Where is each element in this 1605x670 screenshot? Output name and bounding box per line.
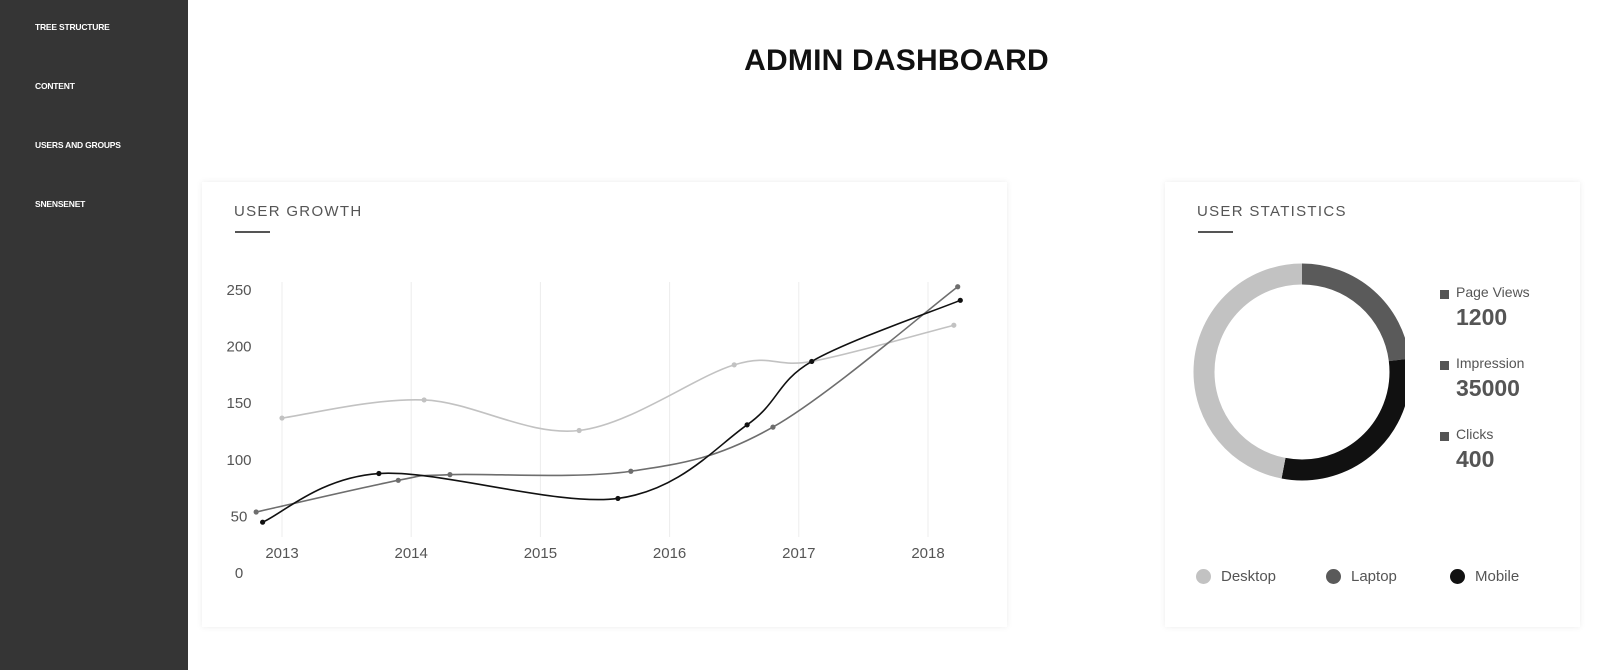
stat-label-clicks: Clicks <box>1456 426 1494 442</box>
user-statistics-card: USER STATISTICS Page Views 1200 Impressi… <box>1165 182 1580 627</box>
y-tick-label: 200 <box>226 339 251 356</box>
stat-label-impression: Impression <box>1456 355 1525 371</box>
series-line-1 <box>281 324 955 432</box>
x-tick-label: 2017 <box>782 545 815 562</box>
stat-value-clicks: 400 <box>1456 446 1495 472</box>
stat-value-page-views: 1200 <box>1456 304 1508 330</box>
series-point <box>615 495 621 502</box>
user-growth-title: USER GROWTH <box>234 203 363 220</box>
user-growth-card: USER GROWTH 2013 2014 2015 2016 2017 2018 0 50 1… <box>202 182 1007 627</box>
legend-laptop-label: Laptop <box>1351 568 1397 585</box>
series-point <box>731 362 737 368</box>
series-point <box>260 519 266 525</box>
x-tick-label: 2016 <box>653 545 686 562</box>
x-tick-label: 2018 <box>911 545 944 562</box>
sidebar-item-snensenet[interactable]: SNENSENET <box>35 199 86 209</box>
x-tick-label: 2013 <box>265 545 298 562</box>
y-tick-label: 250 <box>226 282 251 299</box>
sidebar: TREE STRUCTURE CONTENT USERS AND GROUPS … <box>0 0 188 670</box>
legend-mobile-label: Mobile <box>1475 568 1520 585</box>
series-point <box>253 509 259 515</box>
y-tick-label: 50 <box>231 508 248 525</box>
x-tick-label: 2015 <box>524 545 557 562</box>
square-bullet-icon <box>1440 432 1449 441</box>
series-point <box>628 468 634 474</box>
sidebar-item-tree-structure[interactable]: TREE STRUCTURE <box>35 22 110 32</box>
square-bullet-icon <box>1440 290 1449 299</box>
donut-slice-mobile <box>1193 263 1405 481</box>
sidebar-item-users-and-groups[interactable]: USERS AND GROUPS <box>35 140 121 150</box>
y-tick-label: 0 <box>235 565 243 582</box>
series-point <box>957 297 963 303</box>
series-point <box>447 472 453 478</box>
sidebar-item-content[interactable]: CONTENT <box>35 81 75 91</box>
stat-label-page-views: Page Views <box>1456 284 1530 300</box>
x-tick-label: 2014 <box>395 545 428 562</box>
title-underline <box>235 231 270 233</box>
title-underline <box>1198 231 1233 233</box>
series-point <box>376 470 382 477</box>
series-point <box>576 427 582 434</box>
user-statistics-title: USER STATISTICS <box>1197 203 1347 220</box>
legend-desktop-dot <box>1196 569 1211 584</box>
series-point <box>770 424 776 430</box>
series-point <box>744 422 750 428</box>
legend-laptop-dot <box>1326 569 1341 584</box>
legend-desktop-label: Desktop <box>1221 568 1277 585</box>
stat-value-impression: 35000 <box>1456 375 1520 401</box>
series-point <box>395 477 401 483</box>
series-point <box>809 358 815 365</box>
series-point <box>951 322 957 328</box>
donut-slice-desktop <box>1193 263 1405 481</box>
user-statistics-donut <box>1193 263 1405 481</box>
legend-mobile-dot <box>1450 569 1465 584</box>
y-tick-label: 100 <box>226 452 251 469</box>
series-line-3 <box>262 299 961 523</box>
series-point <box>279 415 285 421</box>
page-title: ADMIN DASHBOARD <box>744 44 1049 77</box>
series-line-2 <box>255 286 959 513</box>
user-growth-chart: 2013 2014 2015 2016 2017 2018 0 50 100 150 200 250 <box>226 282 963 582</box>
series-point <box>421 397 427 403</box>
y-tick-label: 150 <box>226 395 251 412</box>
series-point <box>955 284 961 290</box>
square-bullet-icon <box>1440 361 1449 370</box>
